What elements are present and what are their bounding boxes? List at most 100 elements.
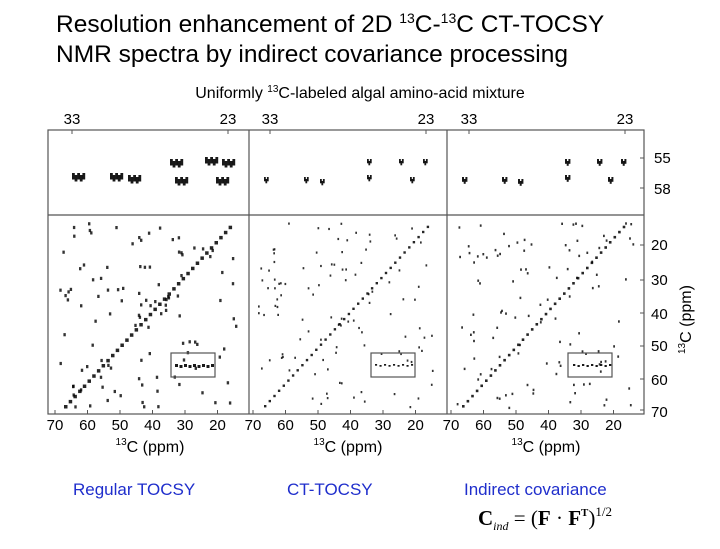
spectral-peak [355, 231, 357, 234]
top-tick-label: 23 [418, 111, 435, 128]
spectral-peak [540, 317, 543, 321]
spectral-peak [140, 238, 143, 242]
spectral-peak [165, 298, 168, 302]
spectral-peak [305, 179, 308, 184]
spectral-peak [188, 340, 191, 344]
bottom-tick-label: 60 [79, 417, 96, 434]
spectral-peak [574, 392, 576, 395]
spectral-peak [276, 305, 279, 309]
spectral-peak [573, 383, 575, 387]
spectral-peak [304, 177, 306, 182]
spectral-peak [64, 405, 68, 409]
spectral-peak [456, 403, 459, 406]
spectral-peak [176, 294, 180, 298]
spectral-peak [597, 285, 600, 288]
spectral-peak [354, 273, 357, 276]
spectral-peak [576, 239, 579, 242]
spectral-peak [185, 177, 189, 184]
spectral-peak [140, 303, 143, 307]
spectral-peak [110, 173, 113, 180]
spectral-peak [418, 327, 421, 330]
spectral-peak [64, 294, 67, 298]
spectral-peak [153, 307, 157, 312]
spectral-peak [511, 392, 514, 396]
spectral-peak [352, 307, 355, 310]
spectral-peak [282, 355, 284, 359]
spectral-peak [306, 177, 309, 182]
bottom-tick-label: 20 [407, 417, 424, 434]
spectral-peak [608, 177, 610, 182]
subtitle-superscript: 13 [267, 84, 279, 95]
spectral-peak [180, 159, 184, 166]
spectral-peak [545, 362, 548, 365]
spectral-peak [120, 343, 124, 347]
spectral-peak [558, 361, 561, 364]
spectral-peak [315, 348, 318, 351]
spectral-peak [281, 353, 284, 356]
spectral-peak [563, 292, 566, 295]
spectral-peak [341, 251, 343, 254]
spectral-peak [400, 161, 403, 166]
spectral-peak [568, 175, 571, 180]
spectral-peak [72, 393, 75, 397]
spectral-peak [490, 367, 493, 371]
spectral-peak [621, 159, 623, 164]
spectral-peak [479, 282, 481, 285]
spectral-peak [578, 254, 581, 258]
spectral-peak [78, 389, 82, 394]
spectral-peak [566, 161, 569, 166]
spectral-peak [512, 348, 516, 352]
spectral-peak [310, 353, 313, 357]
spectral-peak [337, 323, 340, 326]
spectral-peak [188, 365, 192, 368]
spectral-peak [502, 177, 504, 182]
spectral-peak [360, 261, 363, 264]
formula-transpose: T [581, 507, 589, 519]
spectral-peak [480, 384, 483, 388]
spectral-peak [517, 343, 520, 347]
spectral-peak [340, 222, 343, 225]
spectral-peak [235, 324, 238, 328]
spectral-peak [326, 397, 329, 400]
spectral-peak [182, 358, 186, 362]
bottom-tick-label: 70 [443, 417, 460, 434]
spectral-peak [164, 308, 168, 312]
spectral-peak [604, 365, 607, 367]
spectral-peak [559, 340, 561, 344]
spectral-peak [591, 286, 594, 290]
right-tick-label: 20 [651, 237, 668, 254]
spectral-peak [340, 317, 343, 320]
spectral-peak [232, 317, 235, 321]
spectral-peak [172, 161, 176, 168]
spectral-peak [363, 344, 366, 347]
spectral-peak [516, 241, 519, 244]
spectral-peak [109, 366, 113, 370]
spectral-peak [273, 252, 275, 255]
spectral-peak [73, 234, 76, 238]
bottom-tick-label: 60 [277, 417, 294, 434]
spectral-peak [214, 241, 218, 245]
spectral-peak [583, 383, 585, 386]
spectral-peak [361, 297, 364, 300]
spectral-peak [412, 241, 416, 244]
spectral-peak [177, 236, 181, 240]
spectral-peak [301, 364, 304, 367]
spectral-peak [175, 159, 178, 166]
spectral-peak [496, 254, 499, 257]
spectral-peak [221, 270, 224, 275]
bottom-tick-label: 70 [47, 417, 64, 434]
spectral-peak [280, 282, 282, 285]
spectral-peak [171, 238, 174, 242]
spectral-peak [180, 251, 183, 255]
spectral-peak [191, 266, 195, 271]
spectral-peak [79, 175, 83, 182]
spectral-peak [229, 161, 233, 168]
spectral-peak [328, 227, 330, 231]
spectral-peak [411, 227, 413, 230]
spectral-peak [268, 269, 270, 272]
spectral-peak [565, 159, 567, 164]
spectral-peak [498, 364, 502, 367]
spectral-peak [212, 159, 216, 166]
spectral-peak [568, 159, 571, 164]
spectral-peak [119, 394, 122, 398]
